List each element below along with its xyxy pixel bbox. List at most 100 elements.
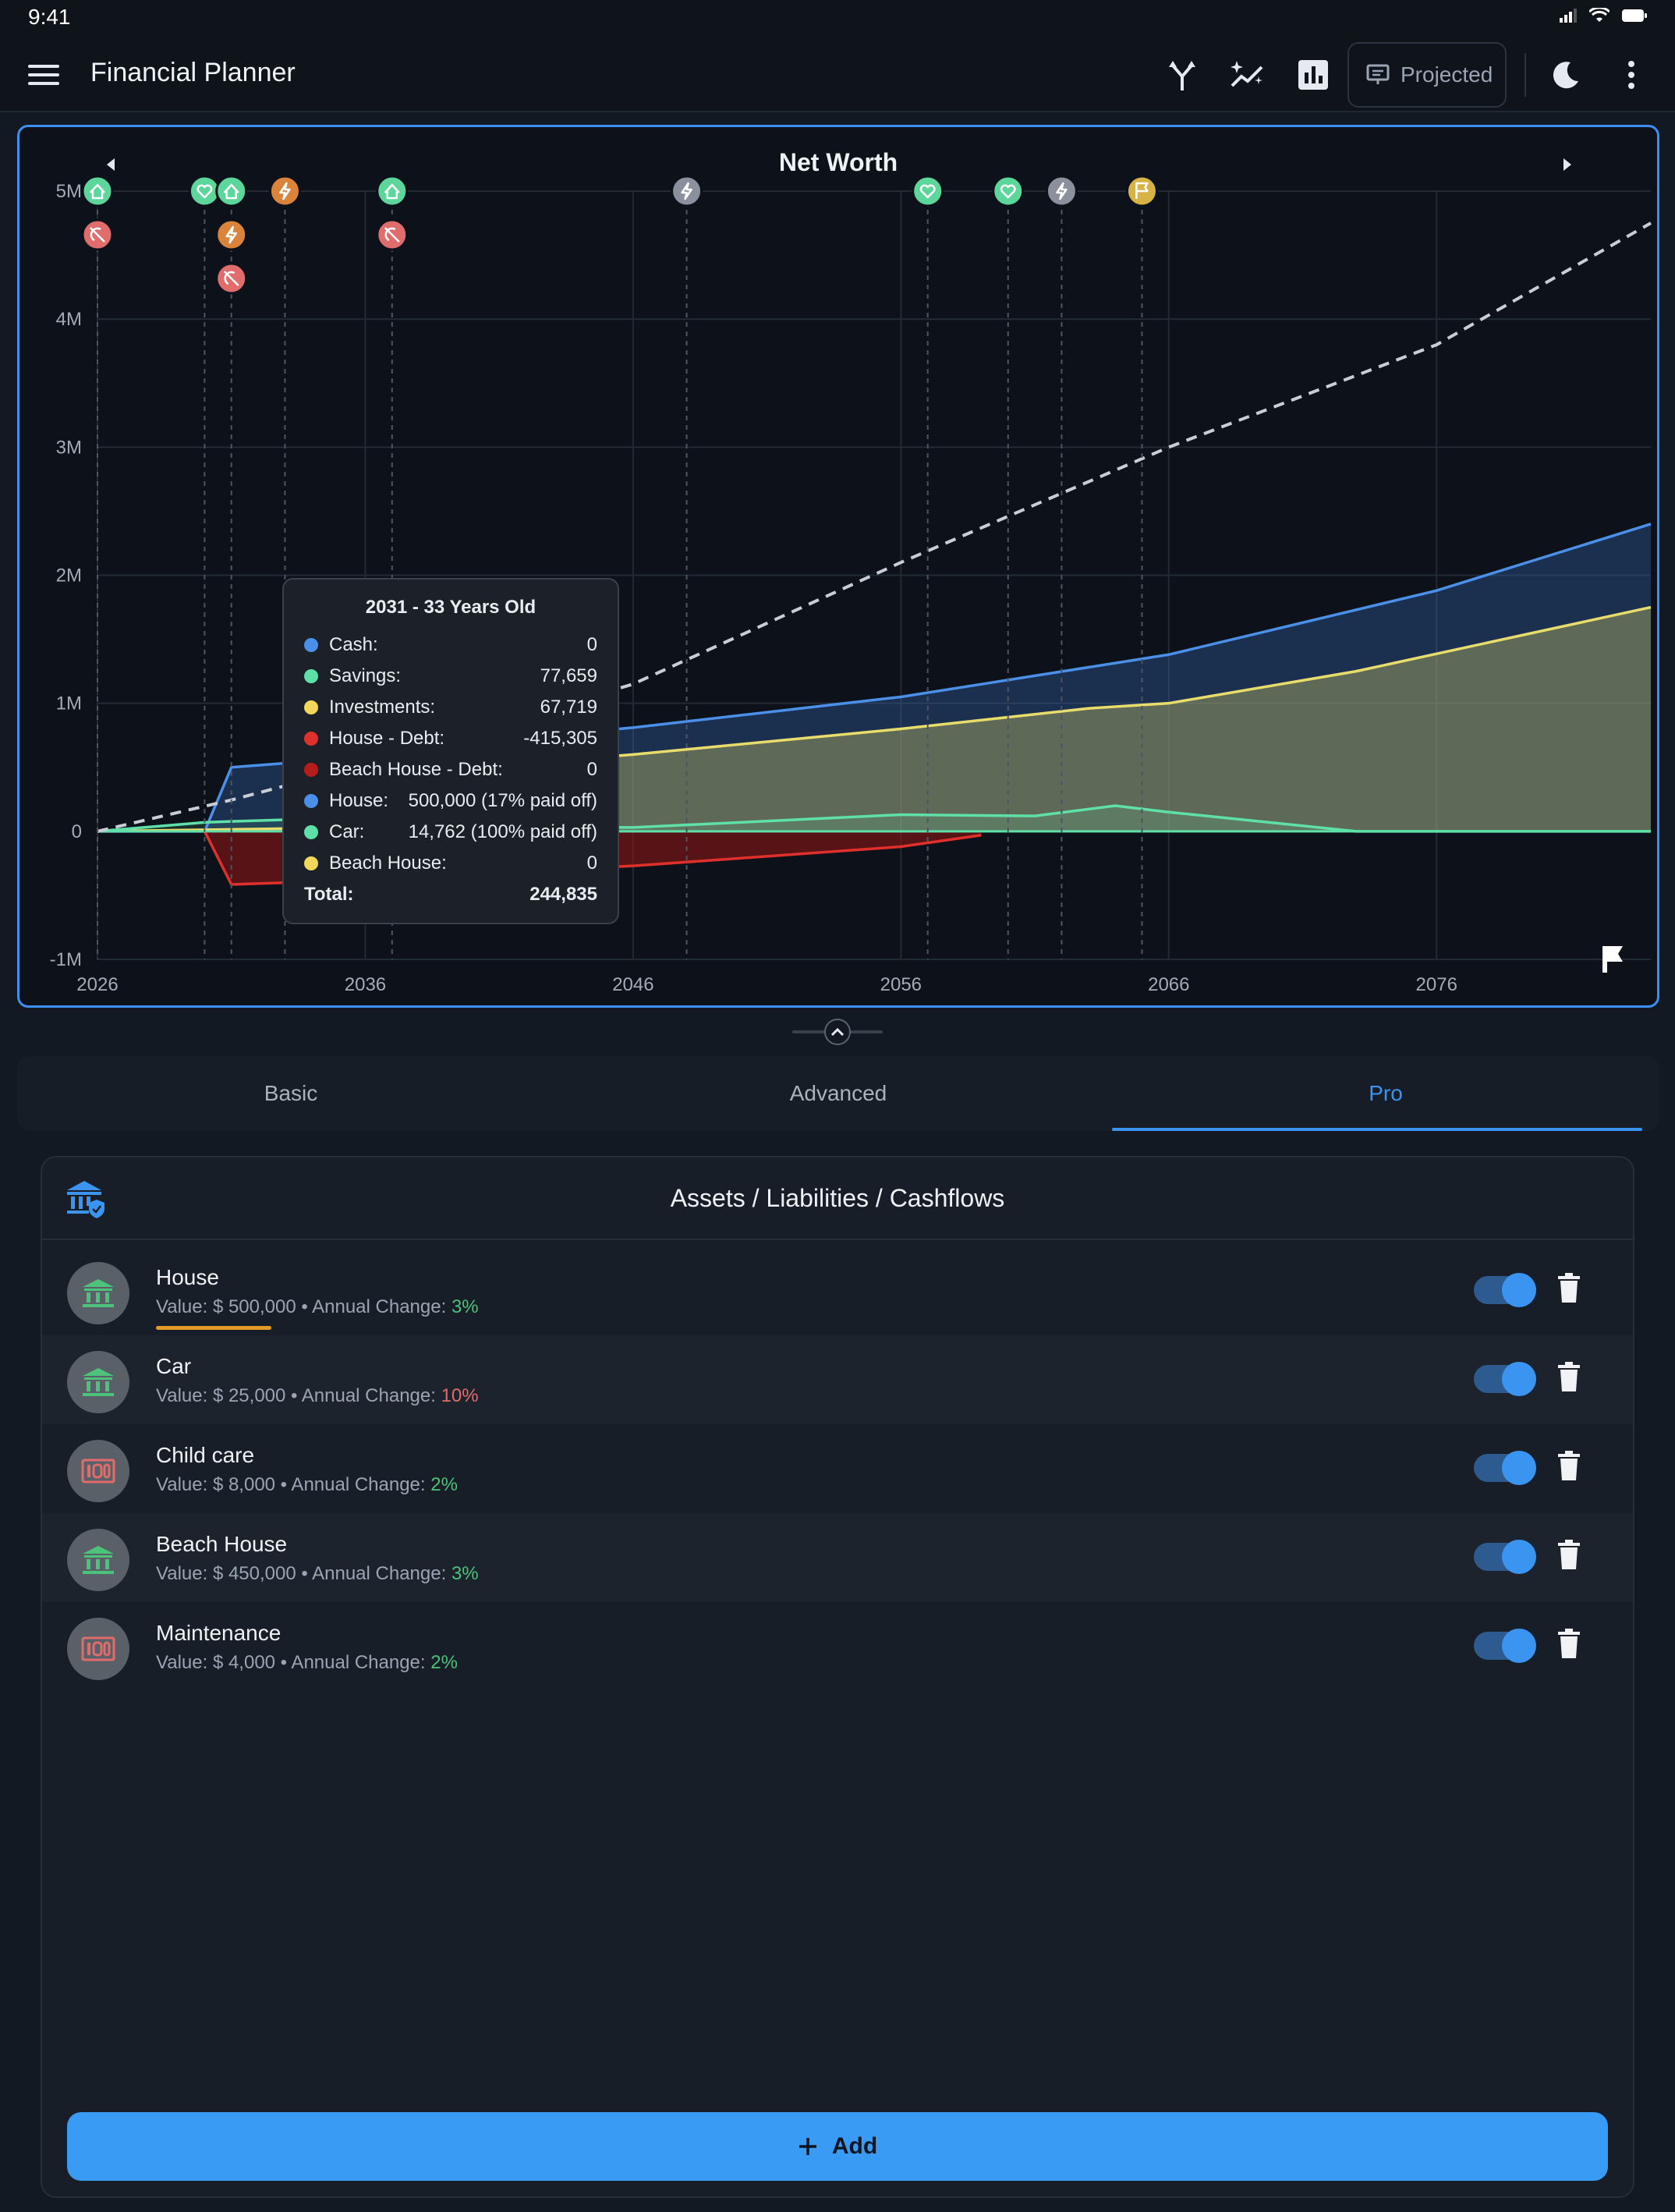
item-annual-change: 3% <box>451 1563 479 1584</box>
value-prefix: Value: $ <box>156 1652 228 1673</box>
banknote-icon <box>81 1636 115 1661</box>
chart-canvas[interactable]: 5M 4M 3M 2M 1M 0 -1M 2026 2036 2046 2056 2066 2076 Ne… <box>19 127 1657 1005</box>
legend-dot-icon <box>304 825 318 839</box>
tooltip-row-label: House: <box>329 790 389 811</box>
legend-dot-icon <box>304 669 318 683</box>
flag-icon[interactable] <box>1602 946 1623 973</box>
item-enabled-toggle[interactable] <box>1474 1362 1536 1396</box>
item-details: Value: $ 4,000 • Annual Change: 2% <box>156 1652 458 1674</box>
list-item[interactable]: Car Value: $ 25,000 • Annual Change: 10% <box>42 1335 1633 1424</box>
tooltip-row: Car: 14,762 (100% paid off) <box>304 817 597 848</box>
item-details: Value: $ 8,000 • Annual Change: 2% <box>156 1474 458 1496</box>
chevron-left-icon[interactable] <box>107 158 115 171</box>
trash-icon[interactable] <box>1558 1273 1580 1303</box>
item-avatar <box>67 1618 129 1680</box>
menu-button[interactable] <box>19 50 69 100</box>
list-item[interactable]: Beach House Value: $ 450,000 • Annual Cha… <box>42 1513 1633 1602</box>
legend-dot-icon <box>304 638 318 652</box>
status-bar: 9:41 <box>0 0 1675 37</box>
panel-title: Assets / Liabilities / Cashflows <box>670 1184 1005 1212</box>
scenario-split-button[interactable] <box>1157 50 1207 100</box>
tooltip-row: Cash: 0 <box>304 629 597 661</box>
plan-mode-tabs: Basic Advanced Pro <box>17 1056 1659 1131</box>
tooltip-row-value: -415,305 <box>523 728 597 749</box>
item-enabled-toggle[interactable] <box>1474 1629 1536 1663</box>
value-prefix: Value: $ <box>156 1385 228 1406</box>
tooltip-row-label: Beach House: <box>329 853 447 874</box>
item-name: Car <box>156 1354 192 1378</box>
more-vertical-icon <box>1628 61 1634 89</box>
plus-icon <box>799 2138 816 2155</box>
tab-pro[interactable]: Pro <box>1369 1081 1403 1105</box>
active-tab-indicator <box>1112 1128 1642 1131</box>
heart-icon[interactable] <box>188 175 221 207</box>
item-annual-change: 2% <box>430 1474 458 1495</box>
more-options-button[interactable] <box>1606 50 1656 100</box>
tooltip-row-label: House - Debt: <box>329 728 445 749</box>
projected-toggle-button[interactable]: Projected <box>1347 42 1507 108</box>
add-item-button[interactable]: Add <box>67 2112 1608 2181</box>
item-value: 8,000 <box>228 1474 276 1495</box>
item-name: Child care <box>156 1443 255 1467</box>
net-worth-chart[interactable]: 5M 4M 3M 2M 1M 0 -1M 2026 2036 2046 2056 2066 2076 Ne… <box>17 125 1659 1008</box>
item-enabled-toggle[interactable] <box>1474 1451 1536 1485</box>
hamburger-icon <box>28 65 59 85</box>
tooltip-row: House - Debt: -415,305 <box>304 723 597 754</box>
add-button-label: Add <box>831 2133 878 2159</box>
tooltip-row-value: 0 <box>586 759 597 780</box>
heart-icon[interactable] <box>912 175 944 207</box>
bank-icon <box>83 1546 114 1574</box>
y-tick-label: 3M <box>56 437 82 458</box>
no-money-icon-glyph <box>90 227 105 243</box>
tab-basic[interactable]: Basic <box>264 1081 318 1105</box>
chart-tooltip: 2031 - 33 Years Old Cash: 0 Savings: 77,659… <box>282 578 619 924</box>
legend-dot-icon <box>304 794 318 808</box>
trash-icon[interactable] <box>1558 1540 1580 1569</box>
change-label: • Annual Change: <box>275 1474 431 1495</box>
item-avatar <box>67 1440 129 1502</box>
house-icon[interactable] <box>81 175 114 207</box>
chevron-up-icon <box>830 1027 845 1037</box>
wifi-icon <box>1589 8 1609 22</box>
list-item[interactable]: House Value: $ 500,000 • Annual Change: 3… <box>42 1246 1633 1335</box>
legend-dot-icon <box>304 732 318 746</box>
lightning-icon[interactable] <box>671 175 703 207</box>
change-label: • Annual Change: <box>275 1652 431 1673</box>
status-time: 9:41 <box>28 5 71 29</box>
y-tick-label: 5M <box>56 181 82 202</box>
trash-icon[interactable] <box>1558 1629 1580 1658</box>
tab-advanced[interactable]: Advanced <box>789 1081 887 1105</box>
lightning-icon[interactable] <box>1045 175 1078 207</box>
auto-graph-button[interactable] <box>1223 50 1273 100</box>
item-value: 25,000 <box>228 1385 286 1406</box>
list-item[interactable]: Maintenance Value: $ 4,000 • Annual Chang… <box>42 1602 1633 1691</box>
projected-label: Projected <box>1401 62 1493 87</box>
collapse-chart-handle[interactable] <box>792 1019 883 1045</box>
legend-dot-icon <box>304 700 318 714</box>
tooltip-row-label: Investments: <box>329 697 436 718</box>
bar-chart-button[interactable] <box>1288 50 1338 100</box>
house-icon[interactable] <box>376 175 409 207</box>
tooltip-row: Beach House: 0 <box>304 848 597 879</box>
trash-icon[interactable] <box>1558 1362 1580 1391</box>
chevron-right-icon[interactable] <box>1563 158 1571 171</box>
assets-liabilities-panel: Assets / Liabilities / Cashflows House Va… <box>41 1156 1634 2198</box>
bar-chart-icon <box>1298 60 1328 90</box>
lightning-icon[interactable] <box>268 175 301 207</box>
panel-header: Assets / Liabilities / Cashflows <box>42 1157 1633 1240</box>
presentation-icon <box>1366 64 1390 84</box>
item-enabled-toggle[interactable] <box>1474 1273 1536 1307</box>
trash-icon[interactable] <box>1558 1451 1580 1480</box>
lightning-icon[interactable] <box>215 218 248 251</box>
lightning-icon-glyph <box>681 182 692 200</box>
theme-toggle-button[interactable] <box>1541 50 1591 100</box>
item-enabled-toggle[interactable] <box>1474 1540 1536 1574</box>
tooltip-row-value: 67,719 <box>540 697 597 718</box>
signal-icon <box>1560 9 1577 23</box>
chart-title: Net Worth <box>779 148 898 176</box>
heart-icon[interactable] <box>992 175 1025 207</box>
item-avatar <box>67 1262 129 1324</box>
house-icon[interactable] <box>215 175 248 207</box>
no-money-icon-glyph <box>223 271 239 286</box>
list-item[interactable]: Child care Value: $ 8,000 • Annual Change… <box>42 1424 1633 1513</box>
